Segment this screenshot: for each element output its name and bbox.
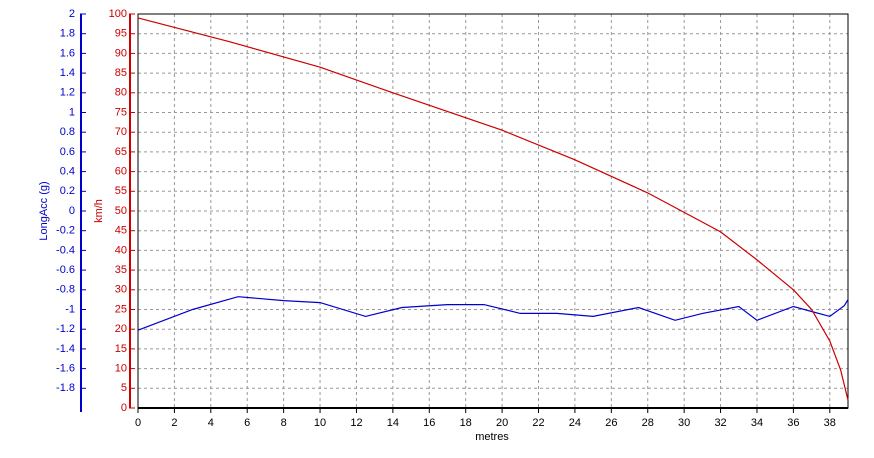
x-tick-label: 16: [423, 417, 435, 429]
x-tick-label: 28: [642, 417, 654, 429]
y-tick-label: 1.8: [60, 28, 75, 40]
y-tick-label: -0.8: [56, 284, 75, 296]
y-tick-label: -0.2: [56, 225, 75, 237]
y2-tick-label: 5: [121, 382, 127, 394]
y-tick-label: -1.2: [56, 323, 75, 335]
x-tick-label: 24: [569, 417, 581, 429]
y2-tick-label: 80: [115, 87, 127, 99]
y-tick-label: 1: [69, 106, 75, 118]
y2-tick-label: 55: [115, 185, 127, 197]
y-tick-label: 1.2: [60, 87, 75, 99]
y2-tick-label: 15: [115, 343, 127, 355]
x-tick-label: 2: [171, 417, 177, 429]
y-tick-label: -1: [65, 303, 75, 315]
y2-tick-label: 45: [115, 225, 127, 237]
y-tick-label: 0.8: [60, 126, 75, 138]
y2-tick-label: 75: [115, 106, 127, 118]
x-tick-label: 6: [244, 417, 250, 429]
x-tick-label: 30: [678, 417, 690, 429]
y2-tick-label: 20: [115, 323, 127, 335]
x-tick-label: 20: [496, 417, 508, 429]
x-tick-label: 22: [532, 417, 544, 429]
x-tick-label: 32: [714, 417, 726, 429]
x-tick-label: 26: [605, 417, 617, 429]
y-tick-label: 1.4: [60, 67, 75, 79]
y-tick-label: -1.8: [56, 382, 75, 394]
x-tick-label: 8: [281, 417, 287, 429]
y2-tick-label: 95: [115, 28, 127, 40]
y-tick-label: 0.2: [60, 185, 75, 197]
x-tick-label: 10: [314, 417, 326, 429]
y-tick-label: 1.6: [60, 47, 75, 59]
y-tick-label: 0.4: [60, 166, 75, 178]
x-tick-label: 18: [460, 417, 472, 429]
y2-axis-label: km/h: [93, 199, 105, 223]
y2-tick-label: 10: [115, 363, 127, 375]
y2-tick-label: 0: [121, 402, 127, 414]
x-tick-label: 34: [751, 417, 763, 429]
data-line: [137, 17, 849, 401]
y-tick-label: 0.6: [60, 146, 75, 158]
y-tick-label: -0.6: [56, 264, 75, 276]
y2-tick-label: 30: [115, 284, 127, 296]
x-tick-label: 0: [135, 417, 141, 429]
y-axis-label: LongAcc (g): [38, 181, 50, 240]
y2-tick-label: 35: [115, 264, 127, 276]
y2-tick-label: 40: [115, 244, 127, 256]
y2-tick-label: 65: [115, 146, 127, 158]
x-axis-label: metres: [475, 431, 509, 443]
data-line: [137, 296, 849, 331]
y2-tick-label: 90: [115, 47, 127, 59]
y-tick-label: 2: [69, 8, 75, 20]
y-tick-label: -1.4: [56, 343, 75, 355]
x-tick-label: 38: [824, 417, 836, 429]
x-tick-label: 4: [208, 417, 214, 429]
x-tick-label: 14: [387, 417, 399, 429]
y-tick-label: -0.4: [56, 244, 75, 256]
y2-tick-label: 50: [115, 205, 127, 217]
y-tick-label: -1.6: [56, 363, 75, 375]
y2-tick-label: 25: [115, 303, 127, 315]
y2-tick-label: 60: [115, 166, 127, 178]
y2-tick-label: 70: [115, 126, 127, 138]
x-tick-label: 36: [787, 417, 799, 429]
y2-tick-label: 85: [115, 67, 127, 79]
y-tick-label: 0: [69, 205, 75, 217]
y2-tick-label: 100: [109, 8, 127, 20]
x-tick-label: 12: [350, 417, 362, 429]
